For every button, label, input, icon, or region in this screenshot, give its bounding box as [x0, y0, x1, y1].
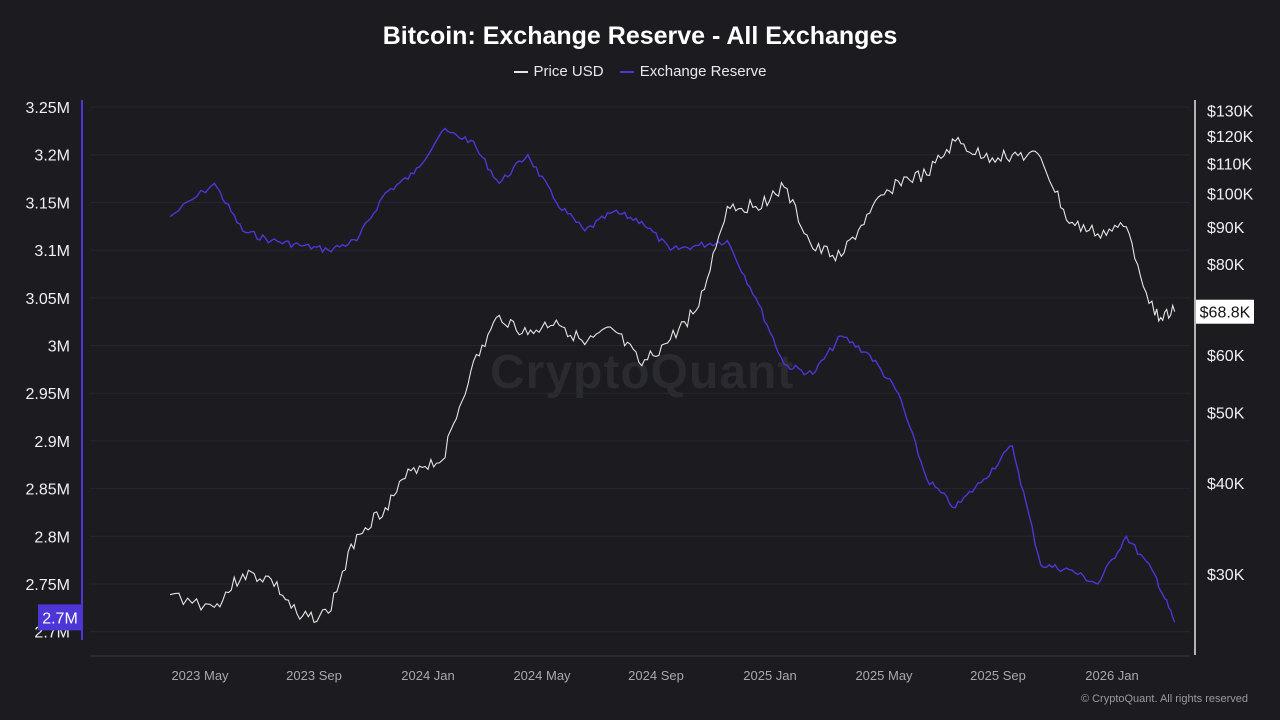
- y-right-tick-label: $110K: [1207, 156, 1252, 173]
- y-right-tick-label: $50K: [1207, 406, 1245, 423]
- x-tick-label: 2024 Jan: [401, 668, 455, 683]
- y-left-tick-label: 3.05M: [26, 291, 70, 308]
- legend: Price USD Exchange Reserve: [0, 63, 1280, 80]
- y-right-tick-label: $120K: [1207, 129, 1254, 146]
- y-right-tick-label: $40K: [1207, 476, 1245, 493]
- y-right-tick-label: $30K: [1207, 567, 1245, 584]
- x-tick-label: 2023 Sep: [286, 668, 342, 683]
- series-line-price-usd: [169, 136, 1176, 623]
- legend-label: Price USD: [533, 63, 604, 80]
- x-tick-label: 2023 May: [171, 668, 229, 683]
- price-last-value-label: $68.8K: [1200, 305, 1251, 322]
- y-left-tick-label: 3M: [48, 339, 70, 356]
- y-right-tick-label: $60K: [1207, 348, 1245, 365]
- watermark: CryptoQuant: [490, 346, 795, 399]
- copyright: © CryptoQuant. All rights reserved: [1080, 693, 1248, 705]
- y-right-tick-label: $100K: [1207, 187, 1254, 204]
- y-left-tick-label: 2.9M: [34, 434, 70, 451]
- legend-label: Exchange Reserve: [639, 63, 767, 80]
- x-tick-label: 2026 Jan: [1085, 668, 1139, 683]
- y-right-tick-label: $80K: [1207, 257, 1245, 274]
- legend-swatch-reserve: [619, 71, 634, 73]
- reserve-last-value-badge: [38, 604, 82, 631]
- y-left-tick-label: 3.25M: [26, 100, 70, 117]
- price-last-value-badge: [1196, 299, 1254, 324]
- y-left-tick-label: 3.15M: [26, 195, 70, 212]
- y-left-tick-label: 2.8M: [34, 529, 70, 546]
- y-left-tick-label: 3.2M: [34, 148, 70, 165]
- x-tick-label: 2025 May: [855, 668, 913, 683]
- y-left-tick-label: 2.75M: [26, 577, 70, 594]
- y-left-tick-label: 2.95M: [26, 386, 70, 403]
- legend-item-reserve[interactable]: Exchange Reserve: [619, 63, 767, 80]
- series-line-exchange-reserve: [169, 127, 1176, 623]
- x-tick-label: 2025 Sep: [970, 668, 1026, 683]
- legend-swatch-price: [513, 71, 528, 73]
- y-right-tick-label: $90K: [1207, 220, 1245, 237]
- x-tick-label: 2024 Sep: [628, 668, 684, 683]
- chart-title: Bitcoin: Exchange Reserve - All Exchange…: [382, 22, 898, 50]
- y-left-tick-label: 3.1M: [34, 243, 70, 260]
- y-left-tick-label: 2.85M: [26, 482, 70, 499]
- x-tick-label: 2025 Jan: [743, 668, 797, 683]
- legend-item-price[interactable]: Price USD: [513, 63, 604, 80]
- reserve-last-value-label: 2.7M: [42, 610, 78, 627]
- y-right-tick-label: $130K: [1207, 104, 1254, 121]
- x-tick-label: 2024 May: [513, 668, 571, 683]
